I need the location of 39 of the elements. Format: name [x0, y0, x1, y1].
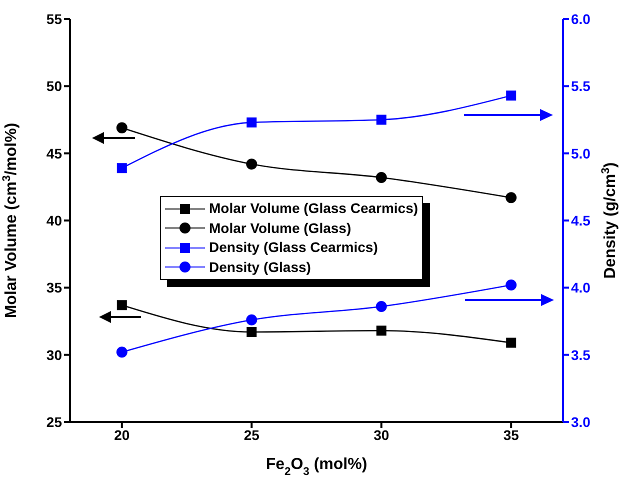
- y2-tick-label: 5.5: [571, 78, 591, 94]
- point: [116, 163, 127, 174]
- point: [116, 122, 128, 134]
- x-tick-label: 25: [244, 426, 260, 443]
- y-tick-label: 50: [46, 78, 62, 94]
- y-tick-label: 40: [46, 212, 62, 228]
- y-tick-label: 45: [46, 145, 62, 162]
- point: [506, 90, 516, 101]
- point: [116, 300, 127, 310]
- point: [506, 192, 517, 204]
- y2-tick-label: 6.0: [571, 10, 591, 27]
- point: [376, 172, 387, 184]
- point: [506, 338, 516, 348]
- point: [376, 326, 386, 336]
- legend-label: Molar Volume (Glass Cearmics): [209, 199, 418, 218]
- point: [246, 314, 258, 326]
- y2-tick-label: 3.5: [571, 346, 591, 363]
- x-tick-label: 20: [114, 426, 130, 443]
- point: [246, 158, 258, 170]
- legend-label: Molar Volume (Glass): [209, 218, 352, 238]
- y2-tick-label: 4.5: [571, 212, 591, 228]
- y-tick-label: 30: [46, 346, 62, 363]
- y-tick-label: 25: [46, 414, 62, 430]
- point: [506, 279, 517, 290]
- point: [376, 300, 387, 312]
- point: [246, 117, 257, 128]
- y-tick-label: 35: [46, 280, 62, 296]
- legend-label: Density (Glass Cearmics): [209, 238, 378, 257]
- y2-tick-label: 4.0: [571, 280, 591, 296]
- x-axis-title: Fe$_{2}$O$_{3}$ (mol%): [266, 456, 368, 478]
- point: [246, 326, 257, 337]
- x-tick-label: 35: [503, 426, 520, 443]
- y2-tick-label: 5.0: [571, 145, 591, 162]
- legend-label: Density (Glass): [209, 258, 311, 277]
- point: [116, 346, 128, 358]
- y-tick-label: 55: [46, 10, 62, 27]
- y2-tick-label: 3.0: [571, 414, 591, 430]
- x-tick-label: 30: [374, 426, 390, 443]
- point: [376, 114, 386, 125]
